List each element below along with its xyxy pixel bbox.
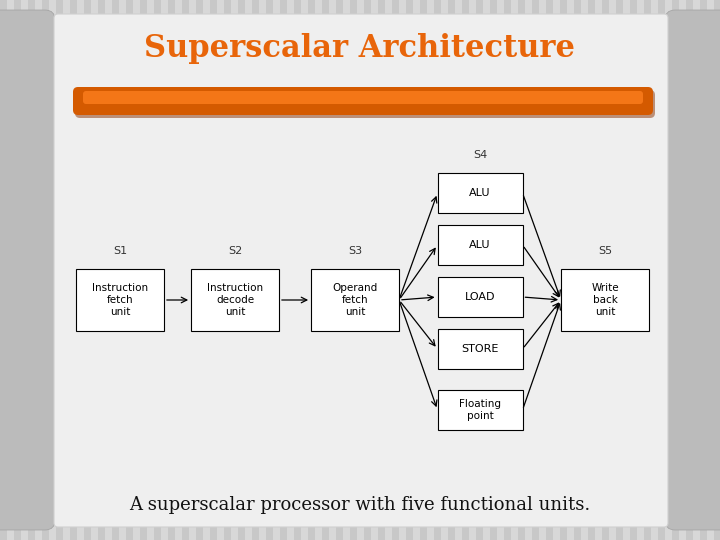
Bar [140, 0, 147, 540]
Text: STORE: STORE [462, 344, 499, 354]
Bar [126, 0, 133, 540]
Bar [602, 0, 609, 540]
Bar [224, 0, 231, 540]
Bar [182, 0, 189, 540]
Text: Instruction
fetch
unit: Instruction fetch unit [92, 284, 148, 316]
Bar [672, 0, 679, 540]
Bar [406, 0, 413, 540]
Bar [196, 0, 203, 540]
Text: Instruction
decode
unit: Instruction decode unit [207, 284, 263, 316]
Bar [518, 0, 525, 540]
Bar [686, 0, 693, 540]
Bar [70, 0, 77, 540]
FancyBboxPatch shape [75, 90, 655, 118]
Bar [308, 0, 315, 540]
Text: ALU: ALU [469, 240, 491, 250]
Bar [364, 0, 371, 540]
Text: S2: S2 [228, 246, 242, 256]
Bar [350, 0, 357, 540]
Text: Operand
fetch
unit: Operand fetch unit [333, 284, 377, 316]
Text: S1: S1 [113, 246, 127, 256]
Bar [700, 0, 707, 540]
Bar [714, 0, 720, 540]
Bar [560, 0, 567, 540]
Bar [154, 0, 161, 540]
Bar [322, 0, 329, 540]
Bar [28, 0, 35, 540]
Bar [311, 269, 399, 331]
Bar [490, 0, 497, 540]
Bar [392, 0, 399, 540]
Text: LOAD: LOAD [464, 292, 495, 302]
Text: S5: S5 [598, 246, 612, 256]
Bar [280, 0, 287, 540]
Bar [438, 173, 523, 213]
FancyBboxPatch shape [83, 91, 643, 104]
FancyBboxPatch shape [54, 14, 668, 527]
Bar [112, 0, 119, 540]
Bar [438, 277, 523, 317]
FancyBboxPatch shape [73, 87, 653, 115]
Bar [420, 0, 427, 540]
Bar [438, 225, 523, 265]
Text: ALU: ALU [469, 188, 491, 198]
Bar [14, 0, 21, 540]
Bar [532, 0, 539, 540]
Text: A superscalar processor with five functional units.: A superscalar processor with five functi… [130, 496, 590, 514]
Bar [546, 0, 553, 540]
Bar [448, 0, 455, 540]
Bar [630, 0, 637, 540]
Bar [210, 0, 217, 540]
FancyBboxPatch shape [665, 10, 720, 530]
Bar [294, 0, 301, 540]
FancyBboxPatch shape [0, 10, 55, 530]
Bar [616, 0, 623, 540]
Bar [0, 0, 7, 540]
Bar [574, 0, 581, 540]
Text: Write
back
unit: Write back unit [591, 284, 618, 316]
Bar [644, 0, 651, 540]
Bar [504, 0, 511, 540]
Bar [191, 269, 279, 331]
Bar [98, 0, 105, 540]
Bar [252, 0, 259, 540]
Text: S3: S3 [348, 246, 362, 256]
Bar [438, 329, 523, 369]
Bar [76, 269, 164, 331]
Bar [588, 0, 595, 540]
Bar [336, 0, 343, 540]
Bar [84, 0, 91, 540]
Bar [266, 0, 273, 540]
Bar [168, 0, 175, 540]
Bar [476, 0, 483, 540]
Text: S4: S4 [473, 150, 487, 160]
Bar [42, 0, 49, 540]
Bar [56, 0, 63, 540]
Bar [378, 0, 385, 540]
Bar [434, 0, 441, 540]
Bar [462, 0, 469, 540]
Bar [561, 269, 649, 331]
Bar [238, 0, 245, 540]
Text: Superscalar Architecture: Superscalar Architecture [145, 32, 575, 64]
Bar [658, 0, 665, 540]
Bar [438, 390, 523, 430]
Text: Floating
point: Floating point [459, 399, 501, 421]
